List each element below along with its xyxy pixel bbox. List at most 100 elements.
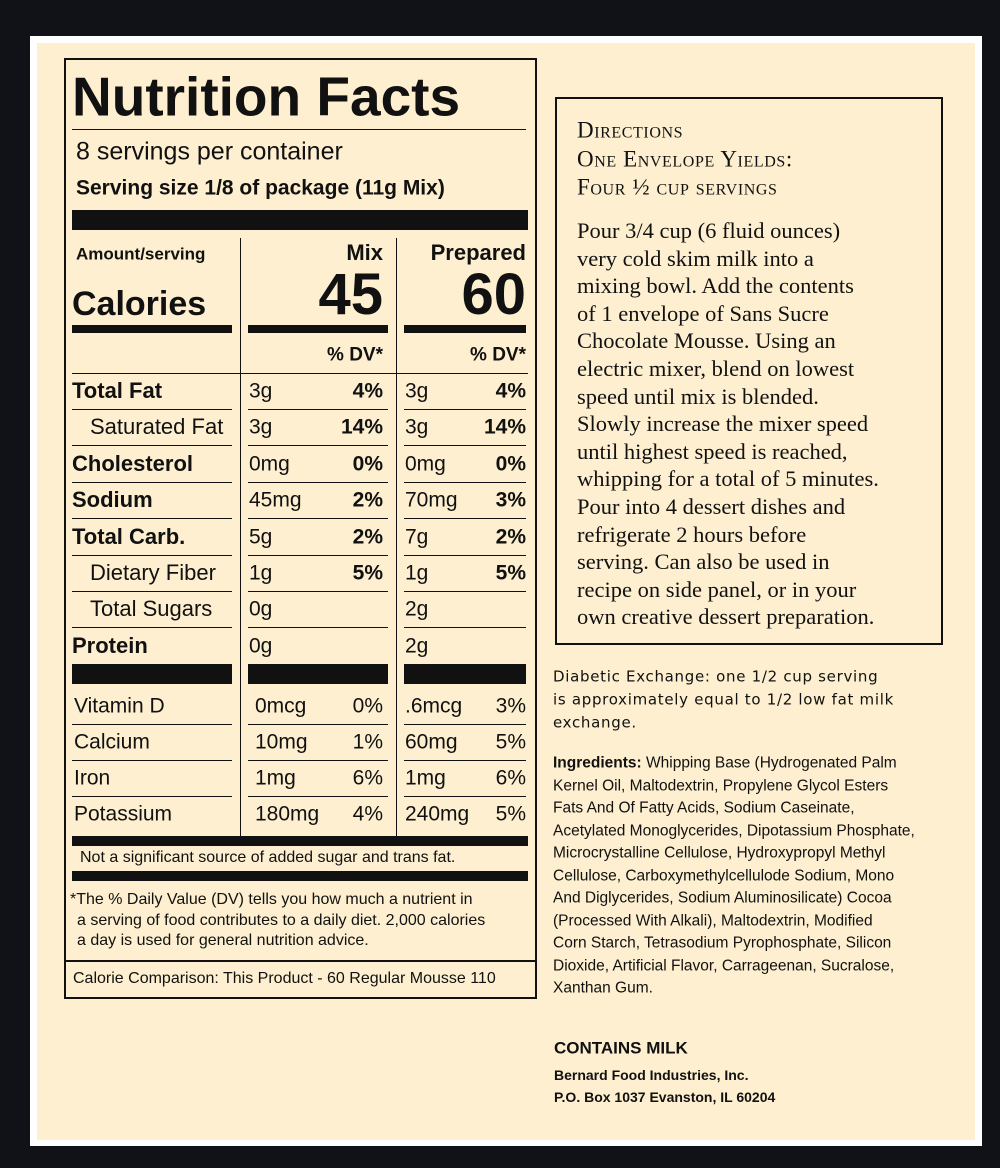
nutrient-amount: 0g [249,597,273,621]
row-rule [248,554,388,556]
diabetic-exchange: Diabetic Exchange: one 1/2 cup serving [553,667,879,686]
vitamin-dv: 6% [495,766,526,790]
directions-text: refrigerate 2 hours before [577,521,807,547]
vitamin-amount: 60mg [405,730,458,754]
nutrient-dv: 2% [352,525,383,549]
nutrient-amount: 1g [405,561,429,585]
nutrient-amount: 3g [249,415,273,439]
vitamin-name: Vitamin D [74,694,165,718]
row-rule [248,518,388,520]
nutrient-amount: 45mg [249,488,302,512]
row-rule [72,591,232,592]
thick-bar [72,210,528,230]
row-rule [404,325,526,333]
vitamin-amount: 10mg [255,730,308,754]
row-rule [404,664,526,684]
vitamin-amount: 240mg [405,802,470,826]
vitamin-amount: .6mcg [405,694,463,718]
row-rule [72,554,232,556]
directions-text: serving. Can also be used in [577,548,830,574]
nutrient-amount: 3g [405,415,429,439]
nutrient-name: Dietary Fiber [90,560,216,585]
nutrient-dv: 0% [352,452,383,476]
row-rule [248,409,388,410]
row-rule [72,325,232,333]
nutrient-dv: 14% [483,415,526,439]
vitamin-amount: 0mcg [255,694,307,718]
nutrient-dv: 2% [352,488,383,512]
row-rule [404,627,526,629]
serving-size: Serving size 1/8 of package (11g Mix) [76,176,445,200]
row-rule [248,724,388,725]
nutrient-amount: 7g [405,525,429,549]
directions-text: own creative dessert preparation. [577,604,875,630]
title: Nutrition Facts [72,65,461,128]
row-rule [404,409,526,410]
dv-rule [72,373,528,374]
directions-heading: One Envelope Yields: [577,146,793,171]
directions-box [555,97,943,645]
nutrient-amount: 70mg [405,488,458,512]
directions-text: mixing bowl. Add the contents [577,272,854,298]
company: Bernard Food Industries, Inc. [554,1067,749,1083]
nutrient-amount: 2g [405,634,429,658]
column-divider [396,238,397,836]
ingredients-text: Whipping Base (Hydrogenated Palm [646,754,897,772]
row-rule [404,760,526,761]
company: P.O. Box 1037 Evanston, IL 60204 [554,1089,776,1105]
row-rule [72,627,232,629]
ingredients-text: Fats And Of Fatty Acids, Sodium Caseinat… [553,799,855,817]
nutrient-amount: 1g [249,561,273,585]
vitamin-dv: 5% [495,730,526,754]
nutrient-dv: 2% [495,525,526,549]
vitamin-amount: 1mg [405,766,446,790]
row-rule [404,724,526,725]
row-rule [72,445,232,447]
ingredients-text: Kernel Oil, Maltodextrin, Propylene Glyc… [553,776,889,794]
row-rule [72,760,232,761]
nutrient-dv: 5% [352,561,383,585]
nutrient-dv: 0% [495,452,526,476]
nutrient-name: Total Fat [72,378,163,403]
directions-text: speed until mix is blended. [577,383,819,409]
vitamin-amount: 1mg [255,766,296,790]
nutrient-amount: 2g [405,597,429,621]
row-rule [404,481,526,483]
amount-label: Amount/serving [76,244,206,264]
directions-text: electric mixer, blend on lowest [577,355,855,381]
calories-label: Calories [72,285,207,323]
diabetic-exchange: is approximately equal to 1/2 low fat mi… [553,690,894,709]
footnote-rule [64,960,536,962]
vitamin-name: Potassium [74,802,173,826]
row-rule [404,796,526,797]
row-rule [404,445,526,447]
row-rule [72,724,232,725]
ingredients-text: Cellulose, Carboxymethylcellulode Sodium… [553,866,895,884]
ingredients-label: Ingredients: [553,754,642,772]
directions-text: recipe on side panel, or in your [577,576,857,602]
nutrient-name: Sodium [72,487,153,513]
ingredients-text: Dioxide, Artificial Flavor, Carrageenan,… [553,956,895,974]
directions-text: very cold skim milk into a [577,245,814,271]
vitamin-name: Calcium [74,730,150,754]
row-rule [72,518,232,520]
nutrient-name: Total Sugars [90,596,213,622]
directions-text: of 1 envelope of Sans Sucre [577,300,829,326]
nutrient-dv: 5% [495,561,526,585]
directions-text: Chocolate Mousse. Using an [577,328,836,354]
calories-value: 60 [461,262,526,327]
column-name: Prepared [430,240,526,265]
nutrient-amount: 0mg [249,452,290,476]
row-rule [72,796,232,797]
ingredients-text: (Processed With Alkali), Maltodextrin, M… [553,911,873,929]
nutrient-dv: 4% [495,379,526,403]
vitamin-dv: 0% [352,694,383,718]
row-rule [404,591,526,592]
title-rule [72,129,526,130]
ingredients-text: Xanthan Gum. [553,979,653,997]
dv-header: % DV* [327,344,383,366]
ingredients-text: And Diglycerides, Sodium Aluminosilicate… [553,889,892,907]
row-rule [248,664,388,684]
vitamin-dv: 6% [352,766,383,790]
